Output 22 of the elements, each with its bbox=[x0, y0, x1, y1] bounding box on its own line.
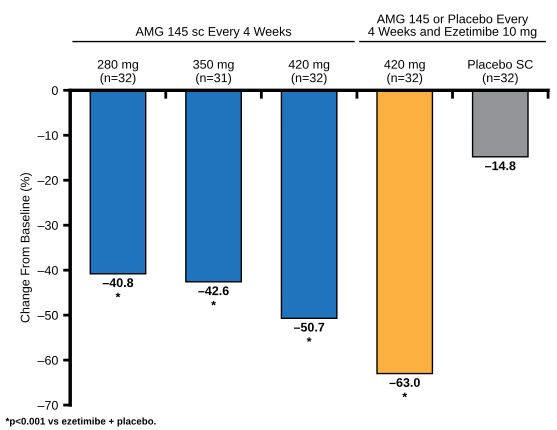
data-label: –50.7 * bbox=[294, 322, 324, 342]
data-label: –40.8 * bbox=[102, 278, 134, 298]
x-tick-label: 280 mg (n=32) bbox=[98, 60, 138, 85]
x-tick-label: 350 mg (n=31) bbox=[193, 60, 234, 85]
data-label: –42.6 * bbox=[198, 286, 229, 306]
x-tick-label: 420 mg (n=32) bbox=[288, 60, 330, 85]
y-tick-label: –70 bbox=[38, 400, 58, 410]
text: AMG 145 or Placebo Every 4 Weeks and Ezetimibe 10 mg bbox=[368, 14, 536, 38]
data-label: –14.8 bbox=[485, 161, 516, 170]
y-tick-label: –10 bbox=[38, 131, 58, 140]
y-tick-label: –60 bbox=[38, 356, 58, 365]
x-tick-label: Placebo SC (n=32) bbox=[468, 60, 533, 85]
text: *p<0.001 vs ezetimibe + placebo. bbox=[6, 417, 156, 427]
x-tick-label: 420 mg (n=32) bbox=[384, 60, 425, 85]
y-tick-label: –30 bbox=[38, 221, 58, 230]
y-tick-label: –20 bbox=[38, 176, 58, 185]
text: AMG 145 sc Every 4 Weeks bbox=[136, 26, 292, 38]
y-tick-label: –40 bbox=[38, 266, 58, 275]
data-label: –63.0 * bbox=[389, 378, 420, 398]
y-tick-label: –50 bbox=[38, 310, 58, 320]
y-axis-title: Change From Baseline (%) bbox=[20, 173, 32, 322]
y-tick-label: 0 bbox=[52, 86, 58, 95]
